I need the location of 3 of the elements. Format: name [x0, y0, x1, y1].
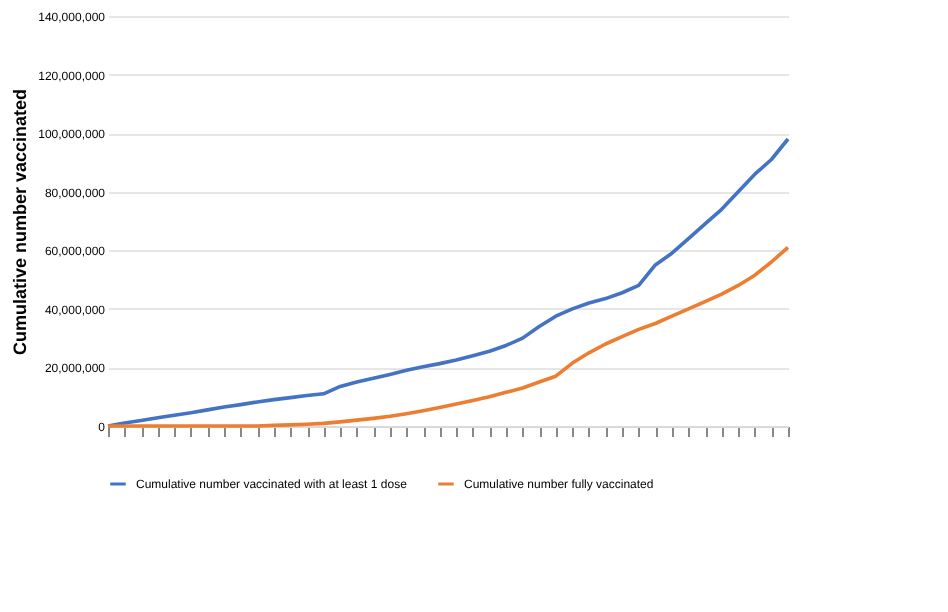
line-series: [106, 137, 790, 428]
line-series: [106, 245, 790, 428]
y-axis-title: Cumulative number vaccinated: [10, 88, 31, 356]
